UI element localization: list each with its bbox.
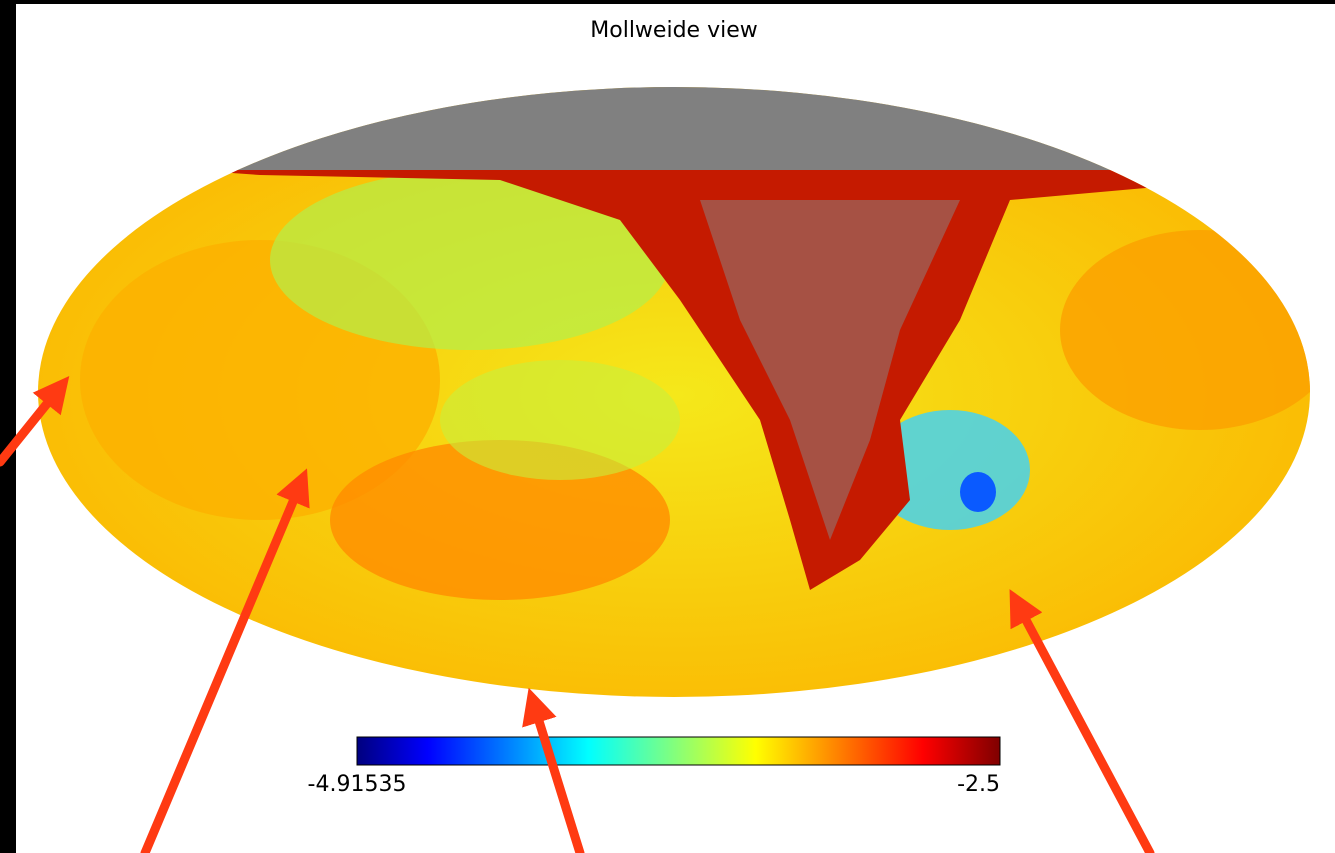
colorbar [357, 737, 1000, 765]
figure: Mollweide view -4.91535 -2.5 [0, 0, 1335, 853]
colorbar-max-label: -2.5 [957, 772, 1000, 797]
frame-edge [0, 0, 1335, 4]
frame-edge [0, 0, 16, 853]
title: Mollweide view [590, 18, 757, 43]
sky-map [30, 80, 1335, 710]
colorbar-min-label: -4.91535 [308, 772, 407, 797]
